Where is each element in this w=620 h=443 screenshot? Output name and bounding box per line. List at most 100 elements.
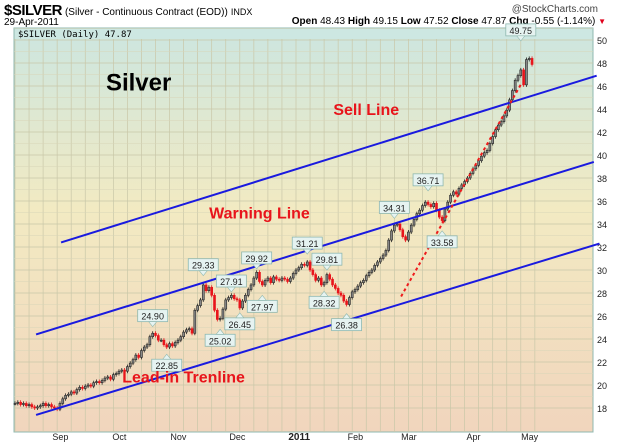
down-pointer-icon [302, 248, 312, 255]
candle [213, 294, 216, 311]
candle [291, 273, 295, 279]
warning-line-label: Warning Line [209, 205, 310, 222]
candle [511, 90, 514, 101]
candle [173, 342, 177, 347]
candle [353, 289, 357, 293]
candle [114, 373, 118, 375]
candle [157, 335, 160, 341]
candle [314, 274, 317, 281]
candle [69, 391, 73, 395]
annotation-value: 29.81 [316, 255, 339, 265]
candle [47, 404, 51, 406]
up-pointer-icon [162, 353, 172, 360]
candle [345, 300, 348, 305]
down-pointer-icon [148, 321, 158, 328]
candle [409, 224, 413, 233]
up-pointer-icon [215, 328, 225, 335]
price-annotation: 26.45 [224, 312, 256, 331]
candle [83, 385, 87, 389]
price-annotation: 27.91 [215, 274, 247, 293]
y-tick-label: 18 [597, 404, 607, 414]
candle [27, 404, 31, 406]
candle [41, 403, 45, 406]
ohlc-readout: Open 48.43 High 49.15 Low 47.52 Close 47… [292, 16, 606, 27]
candle [154, 332, 157, 336]
annotation-value: 24.90 [141, 312, 164, 322]
y-tick-label: 22 [597, 358, 607, 368]
candle [350, 291, 354, 298]
price-annotation: 34.31 [378, 201, 410, 219]
y-tick-label: 46 [597, 82, 607, 92]
candle [50, 404, 53, 408]
y-tick-label: 36 [597, 197, 607, 207]
annotation-value: 49.75 [510, 26, 533, 36]
description: (Silver - Continuous Contract (EOD)) [64, 7, 228, 18]
candle [151, 332, 154, 337]
candle [429, 204, 433, 208]
candle [224, 299, 228, 310]
candles [13, 56, 534, 412]
annotation-value: 36.71 [417, 176, 440, 186]
candle [103, 377, 107, 381]
candle [339, 292, 343, 296]
plot-area [13, 27, 594, 433]
watermark: @StockCharts.com [511, 4, 598, 15]
candle [196, 305, 199, 311]
candle [311, 269, 315, 275]
candle [359, 282, 362, 287]
candle [241, 300, 244, 309]
candle [33, 406, 36, 409]
up-pointer-icon [235, 312, 245, 319]
candle [502, 115, 506, 122]
candle [207, 286, 211, 292]
candle [477, 160, 480, 166]
candle [165, 344, 169, 348]
candle [36, 406, 39, 409]
candle [294, 269, 298, 274]
candle [53, 406, 56, 409]
candle [179, 336, 183, 341]
x-tick-label: Sep [52, 432, 68, 442]
y-tick-label: 28 [597, 289, 607, 299]
candle [522, 69, 525, 86]
price-annotation: 26.38 [331, 313, 362, 332]
candle [319, 277, 323, 286]
candle [162, 339, 166, 346]
y-tick-label: 40 [597, 151, 607, 161]
price-annotation: 29.33 [187, 258, 219, 277]
legend-bar [15, 29, 592, 39]
candle [263, 280, 267, 286]
candle [19, 401, 22, 405]
candle [142, 346, 146, 351]
candle [393, 224, 396, 232]
steep-trendline [400, 82, 523, 297]
candle [123, 369, 126, 372]
candle [449, 194, 452, 203]
low-value: 47.52 [423, 16, 449, 27]
annotation-value: 28.32 [313, 298, 336, 308]
y-tick-label: 34 [597, 220, 607, 230]
candle [275, 276, 278, 280]
candle [373, 265, 376, 271]
candle [134, 354, 138, 361]
down-arrow-icon: ▼ [598, 17, 606, 26]
candle [356, 285, 360, 290]
candle [24, 403, 28, 406]
candle [112, 374, 115, 380]
chg-value: -0.55 (-1.14%) [531, 16, 596, 27]
annotation-value: 33.58 [431, 238, 454, 248]
candle [482, 152, 486, 157]
candle [513, 79, 517, 91]
candle [227, 297, 230, 301]
candle [322, 282, 326, 286]
candle [280, 277, 284, 281]
candle [499, 121, 503, 126]
y-tick-label: 20 [597, 381, 607, 391]
candle [452, 191, 455, 196]
annotation-value: 31.21 [296, 239, 319, 249]
candle [446, 201, 450, 210]
candle [376, 261, 379, 266]
x-tick-label: Dec [229, 432, 246, 442]
price-annotation: 31.21 [291, 236, 323, 255]
